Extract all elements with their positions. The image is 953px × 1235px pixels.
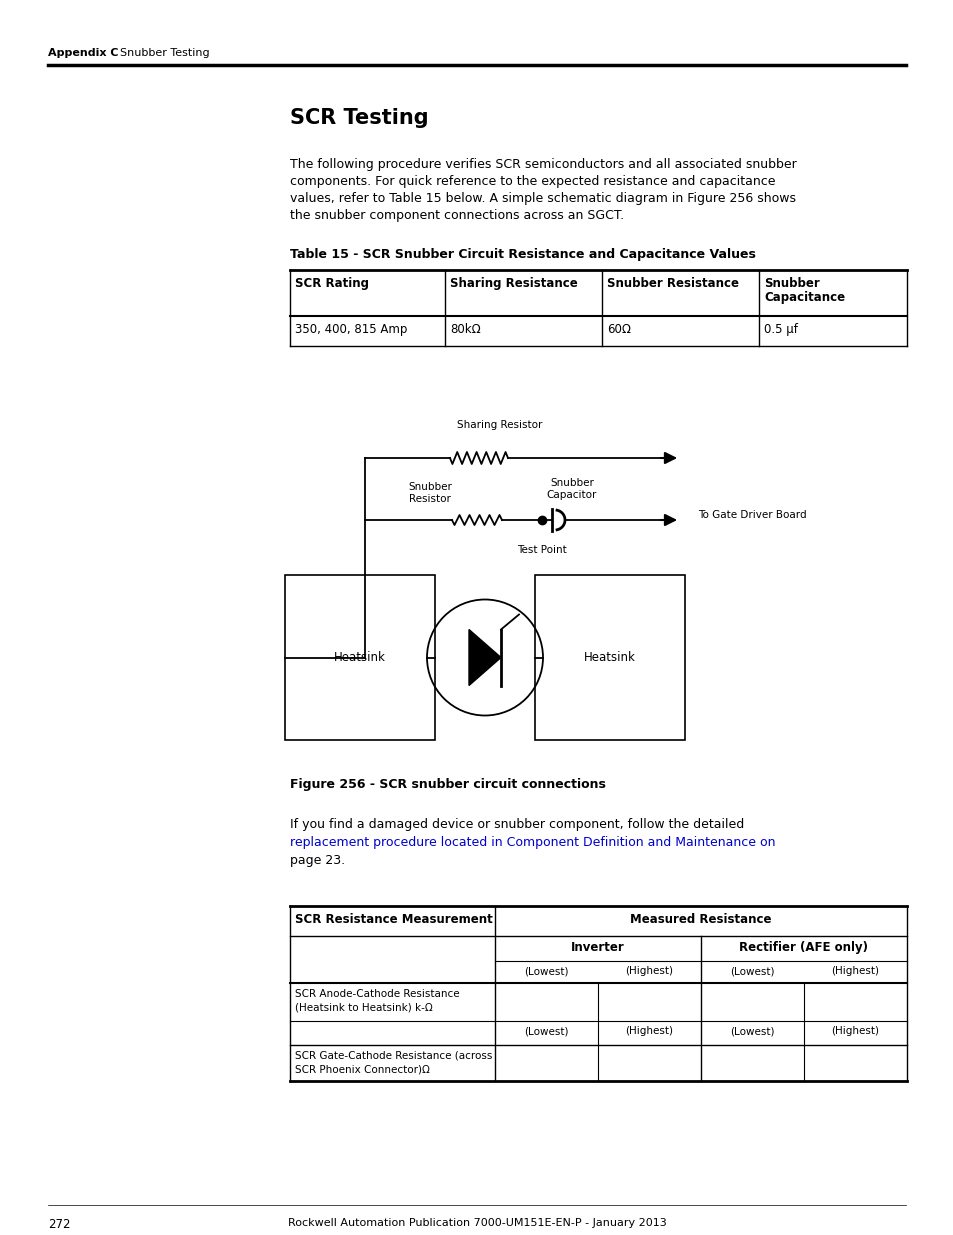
Text: SCR Rating: SCR Rating [294, 277, 369, 290]
Text: (Lowest): (Lowest) [524, 1026, 568, 1036]
Polygon shape [469, 630, 500, 685]
Text: (Lowest): (Lowest) [729, 966, 774, 976]
Bar [285, 576, 435, 740]
Text: Snubber Resistance: Snubber Resistance [606, 277, 739, 290]
Text: 272: 272 [48, 1218, 71, 1231]
Text: Rectifier (AFE only): Rectifier (AFE only) [739, 941, 867, 953]
Text: Snubber Testing: Snubber Testing [120, 48, 210, 58]
Text: Heatsink: Heatsink [334, 651, 386, 664]
Text: 60Ω: 60Ω [606, 324, 630, 336]
Text: (Highest): (Highest) [625, 966, 673, 976]
Text: SCR Resistance Measurement: SCR Resistance Measurement [294, 913, 493, 926]
Text: replacement procedure located in Component Definition and Maintenance on: replacement procedure located in Compone… [290, 836, 775, 848]
Text: Snubber
Capacitor: Snubber Capacitor [546, 478, 597, 500]
Text: (Lowest): (Lowest) [524, 966, 568, 976]
Text: Test Point: Test Point [517, 545, 566, 555]
Text: (Highest): (Highest) [831, 966, 879, 976]
Text: SCR Anode-Cathode Resistance: SCR Anode-Cathode Resistance [294, 989, 459, 999]
Text: Snubber
Resistor: Snubber Resistor [408, 482, 452, 504]
Text: Rockwell Automation Publication 7000-UM151E-EN-P - January 2013: Rockwell Automation Publication 7000-UM1… [287, 1218, 666, 1228]
Text: (Heatsink to Heatsink) k-Ω: (Heatsink to Heatsink) k-Ω [294, 1003, 433, 1013]
Text: If you find a damaged device or snubber component, follow the detailed: If you find a damaged device or snubber … [290, 818, 743, 831]
Text: SCR Phoenix Connector)Ω: SCR Phoenix Connector)Ω [294, 1065, 430, 1074]
Text: Heatsink: Heatsink [583, 651, 636, 664]
Text: Capacitance: Capacitance [763, 291, 844, 304]
Text: SCR Testing: SCR Testing [290, 107, 428, 128]
Text: page 23.: page 23. [290, 853, 345, 867]
Text: Measured Resistance: Measured Resistance [630, 913, 771, 926]
Text: the snubber component connections across an SGCT.: the snubber component connections across… [290, 209, 623, 222]
Text: (Highest): (Highest) [625, 1026, 673, 1036]
Text: To Gate Driver Board: To Gate Driver Board [698, 510, 806, 520]
Text: 0.5 µf: 0.5 µf [763, 324, 797, 336]
Text: Snubber: Snubber [763, 277, 819, 290]
Text: SCR Gate-Cathode Resistance (across: SCR Gate-Cathode Resistance (across [294, 1051, 492, 1061]
Text: (Lowest): (Lowest) [729, 1026, 774, 1036]
Text: 80kΩ: 80kΩ [450, 324, 480, 336]
Text: Figure 256 - SCR snubber circuit connections: Figure 256 - SCR snubber circuit connect… [290, 778, 605, 790]
Text: Sharing Resistance: Sharing Resistance [450, 277, 578, 290]
Text: components. For quick reference to the expected resistance and capacitance: components. For quick reference to the e… [290, 175, 775, 188]
Text: The following procedure verifies SCR semiconductors and all associated snubber: The following procedure verifies SCR sem… [290, 158, 796, 170]
Text: values, refer to Table 15 below. A simple schematic diagram in Figure 256 shows: values, refer to Table 15 below. A simpl… [290, 191, 795, 205]
Bar [535, 576, 684, 740]
Text: Appendix C: Appendix C [48, 48, 118, 58]
Text: Inverter: Inverter [571, 941, 624, 953]
Text: (Highest): (Highest) [831, 1026, 879, 1036]
Text: Table 15 - SCR Snubber Circuit Resistance and Capacitance Values: Table 15 - SCR Snubber Circuit Resistanc… [290, 248, 755, 261]
Text: Sharing Resistor: Sharing Resistor [456, 420, 542, 430]
Text: 350, 400, 815 Amp: 350, 400, 815 Amp [294, 324, 407, 336]
